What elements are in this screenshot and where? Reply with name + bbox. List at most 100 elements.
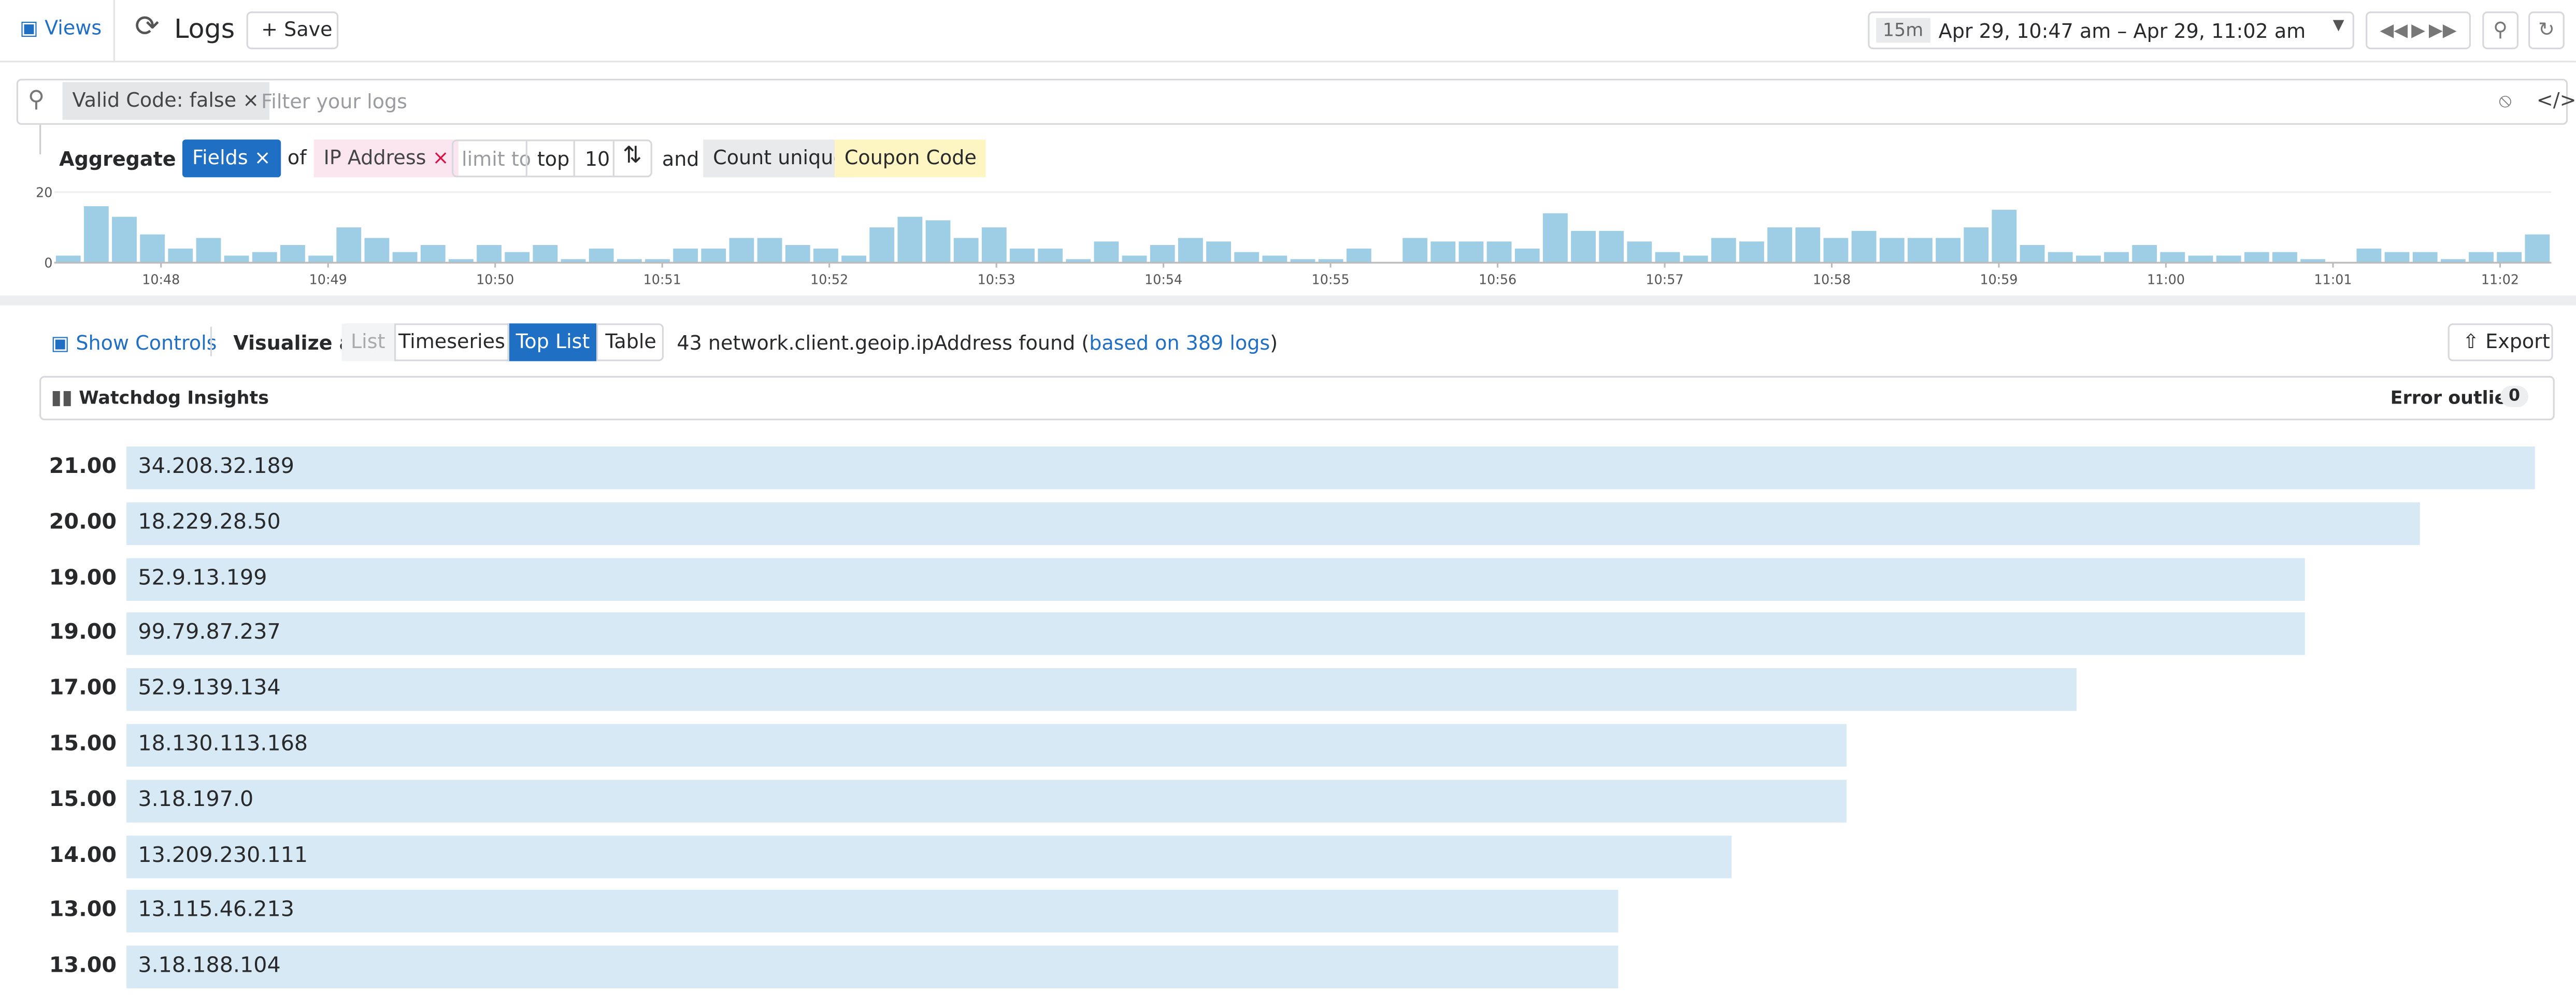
- bar: [1094, 241, 1119, 263]
- divider: [0, 61, 2576, 63]
- y-tick-label: 0: [44, 255, 52, 271]
- divider: [612, 139, 614, 178]
- category-label: 13.209.230.111: [138, 843, 308, 868]
- category-label: 18.229.28.50: [138, 510, 281, 535]
- bar: [617, 259, 642, 263]
- visualize-option[interactable]: Table: [596, 323, 664, 362]
- limit-direction[interactable]: top: [537, 148, 570, 171]
- search-bar[interactable]: [16, 79, 2568, 125]
- x-tick-label: 10:56: [1479, 271, 1516, 287]
- summary-link[interactable]: based on 389 logs: [1089, 332, 1270, 355]
- bar: [2244, 252, 2269, 263]
- playback-controls[interactable]: ◀◀ ▶ ▶▶: [2366, 11, 2471, 50]
- bar: [140, 234, 165, 263]
- bar: [701, 248, 726, 263]
- visualize-option[interactable]: List: [341, 323, 395, 362]
- export-button[interactable]: ⇧ Export: [2448, 323, 2553, 362]
- visualize-option[interactable]: Top List: [507, 323, 597, 362]
- bar: [645, 259, 670, 263]
- bar: [2160, 252, 2185, 263]
- bar: [953, 238, 979, 263]
- bar: [841, 255, 866, 263]
- views-link[interactable]: ▣ Views: [20, 16, 102, 40]
- bar: [126, 724, 1847, 767]
- bar: [126, 890, 1618, 933]
- bar: [1318, 259, 1343, 263]
- bar: [55, 255, 81, 263]
- y-tick-label: 20: [36, 184, 52, 200]
- bar: [1908, 238, 1933, 263]
- bar: [1571, 231, 1596, 263]
- bar: [112, 217, 137, 263]
- bar: [168, 248, 193, 263]
- fields-chip[interactable]: Fields ×: [182, 139, 281, 178]
- sort-icon[interactable]: ⇅: [622, 142, 642, 169]
- bar: [673, 248, 698, 263]
- bar: [2132, 245, 2157, 263]
- visualize-option[interactable]: Timeseries: [394, 323, 508, 362]
- limit-value[interactable]: 10: [584, 148, 610, 171]
- bar: [1458, 241, 1484, 263]
- divider: [525, 139, 527, 178]
- bar: [2440, 259, 2466, 263]
- time-picker[interactable]: 15m Apr 29, 10:47 am – Apr 29, 11:02 am …: [1868, 11, 2354, 50]
- bar: [1879, 238, 1905, 263]
- fields-text: Fields: [192, 146, 248, 169]
- bar: [813, 248, 838, 263]
- bar: [1627, 241, 1652, 263]
- bar: [83, 206, 109, 263]
- bar: [1711, 238, 1736, 263]
- value-label: 14.00: [49, 843, 117, 868]
- bar: [2188, 255, 2213, 263]
- page-title: Logs: [174, 13, 235, 45]
- show-controls[interactable]: ▣ Show Controls: [51, 332, 217, 355]
- filter-chip[interactable]: Valid Code: false ×: [62, 82, 269, 120]
- value-label: 21.00: [49, 454, 117, 480]
- bar: [2412, 252, 2438, 263]
- bar: [1936, 238, 1960, 263]
- filter-text: Valid Code: false: [72, 89, 237, 112]
- bar: [364, 238, 390, 263]
- measure-field-chip[interactable]: Coupon Code: [834, 139, 986, 178]
- bar: [785, 245, 810, 263]
- bar: [1234, 252, 1260, 263]
- bar: [1066, 259, 1091, 263]
- bar: [1964, 227, 1989, 263]
- category-label: 3.18.188.104: [138, 954, 281, 979]
- zoom-button[interactable]: ⚲: [2482, 11, 2518, 50]
- bar: [2104, 252, 2129, 263]
- time-range: Apr 29, 10:47 am – Apr 29, 11:02 am: [1938, 20, 2306, 43]
- bar: [2356, 248, 2382, 263]
- bar: [897, 217, 923, 263]
- clear-icon[interactable]: ⦸: [2498, 89, 2512, 112]
- x-tick-label: 10:57: [1646, 271, 1684, 287]
- code-icon[interactable]: </>: [2536, 89, 2576, 112]
- search-placeholder: Filter your logs: [261, 90, 407, 113]
- save-button[interactable]: + Save: [246, 11, 339, 50]
- x-tick-label: 10:51: [643, 271, 681, 287]
- category-label: 99.79.87.237: [138, 621, 281, 646]
- field-chip[interactable]: IP Address ×: [313, 139, 459, 178]
- bar: [869, 227, 895, 263]
- bar: [2384, 252, 2410, 263]
- bar: [757, 238, 782, 263]
- bar: [1599, 231, 1624, 263]
- bar: [1543, 213, 1568, 263]
- value-label: 19.00: [49, 621, 117, 646]
- x-tick-label: 10:58: [1813, 271, 1851, 287]
- bar: [126, 502, 2421, 545]
- measure-chip[interactable]: Count unique: [703, 139, 855, 178]
- value-label: 19.00: [49, 566, 117, 591]
- bar: [2469, 252, 2494, 263]
- histogram: 0 20 10:48 10:49 10:50 10:51 10:52 10:53 10:54 10…: [36, 184, 2552, 287]
- refresh-button[interactable]: ↻: [2528, 11, 2565, 50]
- value-label: 15.00: [49, 732, 117, 757]
- bar: [392, 252, 418, 263]
- bar: [126, 668, 2077, 711]
- separator: [0, 295, 2576, 306]
- export-text: Export: [2485, 330, 2550, 353]
- bar: [1038, 248, 1063, 263]
- bar: [1514, 248, 1540, 263]
- bar: [1823, 238, 1849, 263]
